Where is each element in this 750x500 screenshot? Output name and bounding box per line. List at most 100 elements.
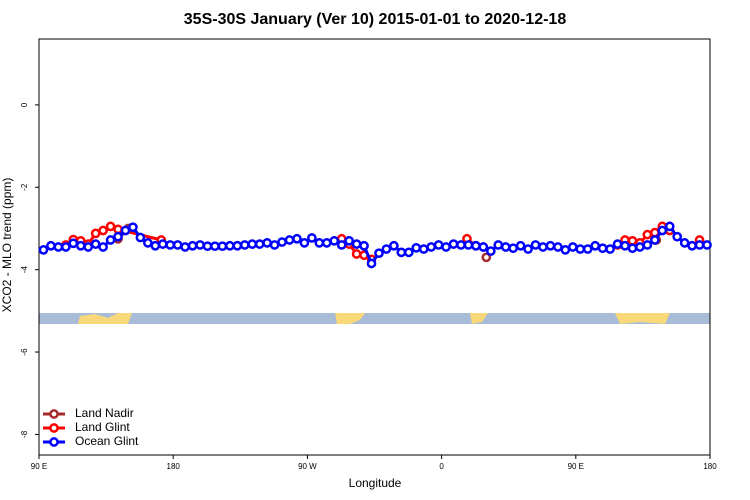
point xyxy=(60,242,71,252)
point xyxy=(336,240,347,250)
point xyxy=(269,240,280,250)
point xyxy=(225,240,235,251)
point xyxy=(105,235,116,245)
point xyxy=(493,240,504,250)
x-tick-label: 180 xyxy=(167,462,181,471)
point xyxy=(232,240,243,251)
point xyxy=(239,240,250,250)
point xyxy=(582,244,593,254)
point xyxy=(202,241,213,252)
point xyxy=(329,235,340,246)
y-tick-label: -4 xyxy=(20,266,29,274)
point xyxy=(351,239,362,249)
series-line xyxy=(116,226,664,241)
point xyxy=(664,221,675,232)
point xyxy=(687,240,697,251)
point xyxy=(403,247,414,258)
legend-label: Land Nadir xyxy=(75,406,134,420)
land-strip xyxy=(39,313,710,324)
point xyxy=(68,238,79,249)
point xyxy=(530,240,541,250)
point xyxy=(545,240,556,251)
point xyxy=(351,249,362,259)
point xyxy=(620,240,630,251)
legend-marker xyxy=(49,423,59,433)
y-tick-label: -2 xyxy=(20,183,29,191)
point xyxy=(38,245,49,255)
point xyxy=(560,245,571,255)
point xyxy=(284,235,295,245)
point xyxy=(195,240,205,250)
x-tick-label: 90 E xyxy=(568,462,584,471)
point xyxy=(307,233,317,243)
point xyxy=(105,221,116,232)
point xyxy=(314,238,325,248)
x-tick-label: 90 E xyxy=(31,462,47,471)
point xyxy=(90,239,101,249)
point xyxy=(292,233,302,244)
point xyxy=(642,229,653,240)
point xyxy=(575,244,586,254)
series-line xyxy=(42,224,708,267)
x-tick-label: 180 xyxy=(703,462,717,471)
point xyxy=(418,244,429,254)
point xyxy=(553,242,563,252)
point xyxy=(478,242,489,252)
point xyxy=(120,225,131,236)
legend-marker xyxy=(49,409,59,419)
point xyxy=(426,242,437,252)
point xyxy=(485,246,496,256)
legend-marker xyxy=(49,437,59,447)
y-axis-label: XCO2 - MLO trend (ppm) xyxy=(0,178,14,313)
point xyxy=(500,242,511,252)
point xyxy=(389,240,399,251)
point xyxy=(165,240,176,250)
point xyxy=(366,258,377,269)
point xyxy=(83,242,94,252)
point xyxy=(515,240,526,251)
legend-label: Ocean Glint xyxy=(75,434,139,448)
y-tick-label: 0 xyxy=(20,102,29,107)
point xyxy=(157,239,168,249)
y-tick-label: -8 xyxy=(20,430,29,438)
point xyxy=(135,232,146,243)
point xyxy=(180,242,190,252)
point xyxy=(411,242,422,253)
point xyxy=(679,238,690,248)
point xyxy=(672,231,683,242)
point xyxy=(217,241,228,252)
point xyxy=(448,239,459,249)
point xyxy=(53,242,64,252)
point xyxy=(46,240,56,251)
point xyxy=(247,239,258,249)
point xyxy=(694,240,705,250)
point xyxy=(433,240,444,250)
point xyxy=(567,242,578,252)
point xyxy=(649,235,660,245)
point xyxy=(508,243,519,254)
point xyxy=(635,242,645,252)
point xyxy=(187,240,198,251)
point xyxy=(612,239,623,249)
point xyxy=(98,225,108,236)
point xyxy=(657,225,668,236)
point xyxy=(113,231,123,242)
point xyxy=(456,240,466,250)
point xyxy=(262,238,272,248)
point xyxy=(627,235,638,246)
legend-label: Land Glint xyxy=(75,420,130,434)
point xyxy=(441,242,451,252)
point xyxy=(143,238,153,248)
point xyxy=(702,240,712,250)
point xyxy=(321,238,332,248)
point xyxy=(627,243,638,254)
chart-title: 35S-30S January (Ver 10) 2015-01-01 to 2… xyxy=(184,11,567,28)
y-tick-label: -6 xyxy=(20,348,29,356)
x-tick-label: 0 xyxy=(439,462,444,471)
point xyxy=(381,244,392,254)
point xyxy=(90,228,101,239)
point xyxy=(642,240,653,250)
point xyxy=(374,248,384,259)
point xyxy=(463,240,474,250)
